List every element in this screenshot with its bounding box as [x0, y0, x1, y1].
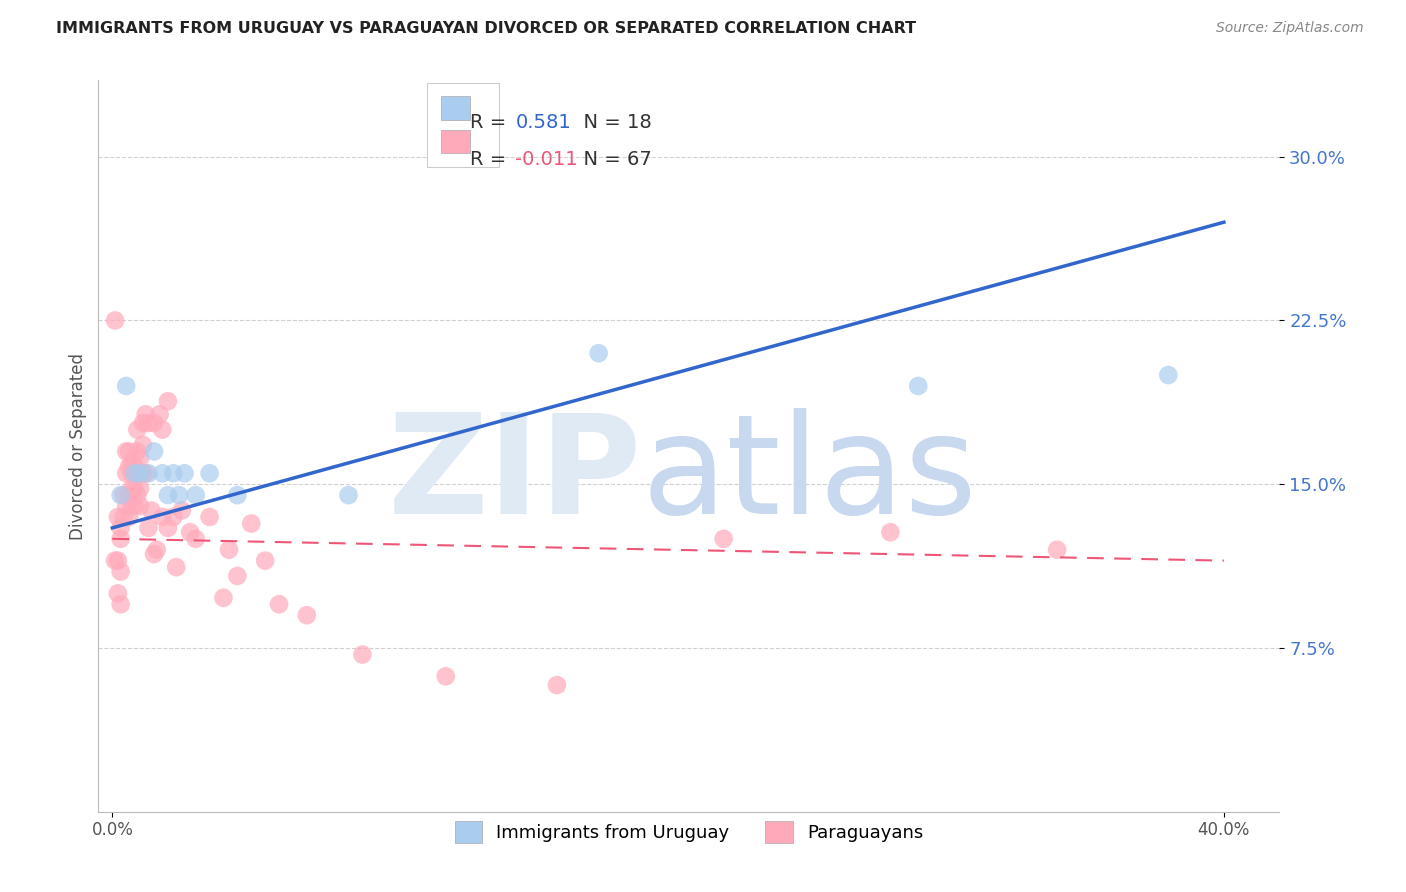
Point	[124, 459, 146, 474]
Point	[267, 597, 290, 611]
Point	[295, 608, 318, 623]
Point	[254, 554, 277, 568]
Point	[129, 467, 152, 481]
Point	[121, 455, 143, 469]
Point	[115, 499, 138, 513]
Point	[156, 521, 179, 535]
Point	[118, 444, 141, 458]
Point	[352, 648, 374, 662]
Text: R =: R =	[471, 150, 513, 169]
Point	[127, 467, 149, 481]
Point	[121, 482, 143, 496]
Point	[1046, 542, 1069, 557]
Point	[546, 678, 568, 692]
Text: -0.011: -0.011	[516, 150, 578, 169]
Text: 0.581: 0.581	[516, 113, 571, 132]
Point	[184, 488, 207, 502]
Point	[127, 488, 149, 502]
Point	[337, 488, 360, 502]
Point	[110, 565, 132, 579]
Point	[218, 542, 240, 557]
Point	[135, 408, 157, 422]
Point	[110, 521, 132, 535]
Point	[138, 416, 160, 430]
Point	[118, 510, 141, 524]
Point	[110, 597, 132, 611]
Point	[1157, 368, 1180, 382]
Point	[124, 499, 146, 513]
Point	[162, 510, 184, 524]
Point	[132, 467, 155, 481]
Point	[907, 379, 929, 393]
Point	[162, 467, 184, 481]
Legend: Immigrants from Uruguay, Paraguayans: Immigrants from Uruguay, Paraguayans	[447, 814, 931, 850]
Point	[112, 510, 135, 524]
Text: R =: R =	[471, 113, 513, 132]
Point	[138, 521, 160, 535]
Point	[104, 313, 127, 327]
Point	[115, 467, 138, 481]
Point	[121, 499, 143, 513]
Point	[112, 488, 135, 502]
Point	[115, 444, 138, 458]
Point	[129, 482, 152, 496]
Point	[129, 450, 152, 465]
Point	[198, 510, 221, 524]
Point	[143, 547, 166, 561]
Point	[146, 542, 169, 557]
Point	[124, 467, 146, 481]
Point	[184, 532, 207, 546]
Text: N = 18: N = 18	[571, 113, 651, 132]
Point	[240, 516, 263, 531]
Point	[115, 379, 138, 393]
Point	[226, 488, 249, 502]
Point	[118, 488, 141, 502]
Point	[129, 499, 152, 513]
Point	[165, 560, 187, 574]
Point	[226, 569, 249, 583]
Y-axis label: Divorced or Separated: Divorced or Separated	[69, 352, 87, 540]
Point	[121, 467, 143, 481]
Point	[879, 525, 901, 540]
Point	[107, 554, 129, 568]
Point	[156, 394, 179, 409]
Point	[588, 346, 610, 360]
Point	[212, 591, 235, 605]
Point	[143, 416, 166, 430]
Point	[110, 532, 132, 546]
Point	[107, 586, 129, 600]
Point	[127, 444, 149, 458]
Point	[132, 438, 155, 452]
Point	[713, 532, 735, 546]
Text: ZIP: ZIP	[387, 408, 641, 542]
Text: Source: ZipAtlas.com: Source: ZipAtlas.com	[1216, 21, 1364, 36]
Point	[138, 467, 160, 481]
Point	[167, 488, 190, 502]
Point	[150, 423, 173, 437]
Point	[118, 459, 141, 474]
Point	[132, 416, 155, 430]
Point	[150, 467, 173, 481]
Point	[179, 525, 201, 540]
Point	[150, 510, 173, 524]
Text: IMMIGRANTS FROM URUGUAY VS PARAGUAYAN DIVORCED OR SEPARATED CORRELATION CHART: IMMIGRANTS FROM URUGUAY VS PARAGUAYAN DI…	[56, 21, 917, 37]
Point	[124, 482, 146, 496]
Point	[156, 488, 179, 502]
Point	[135, 467, 157, 481]
Text: atlas: atlas	[641, 408, 977, 542]
Point	[107, 510, 129, 524]
Point	[173, 467, 195, 481]
Point	[127, 423, 149, 437]
Text: N = 67: N = 67	[571, 150, 651, 169]
Point	[104, 554, 127, 568]
Point	[110, 488, 132, 502]
Point	[143, 444, 166, 458]
Point	[141, 503, 163, 517]
Point	[198, 467, 221, 481]
Point	[434, 669, 457, 683]
Point	[148, 408, 170, 422]
Point	[170, 503, 193, 517]
